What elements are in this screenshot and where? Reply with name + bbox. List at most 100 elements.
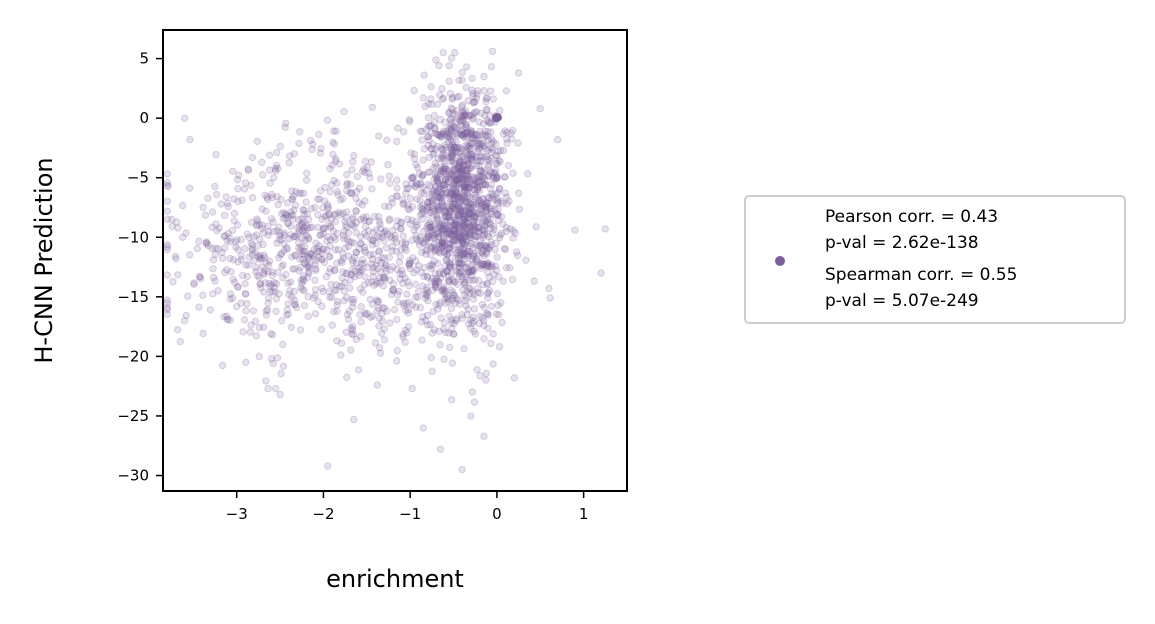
data-point [360, 165, 368, 173]
data-point [473, 232, 481, 240]
data-point [323, 246, 331, 254]
data-point [438, 238, 446, 247]
data-point [478, 226, 486, 234]
data-point [431, 183, 440, 191]
x-tick-label: 0 [492, 505, 502, 523]
data-point [463, 249, 471, 257]
data-point [462, 294, 471, 302]
data-point [347, 324, 355, 332]
data-point [436, 222, 444, 230]
data-point [280, 231, 289, 239]
data-point [435, 219, 443, 228]
data-point [458, 260, 466, 268]
data-point [398, 239, 406, 247]
data-point [467, 210, 475, 219]
data-point [439, 226, 447, 234]
data-point [458, 68, 466, 77]
data-point [468, 152, 476, 161]
data-point [479, 130, 487, 139]
data-point [449, 185, 457, 193]
data-point [286, 287, 294, 295]
data-point [423, 233, 431, 242]
data-point [360, 243, 369, 251]
data-point [478, 181, 487, 189]
data-point [444, 272, 453, 280]
data-point [402, 246, 410, 255]
data-point [252, 263, 260, 272]
data-point [435, 61, 443, 70]
data-point [310, 252, 318, 261]
data-point [324, 203, 332, 211]
data-point [272, 279, 281, 288]
data-point [451, 110, 460, 119]
data-point [487, 62, 496, 71]
data-point [463, 175, 472, 183]
data-point [445, 213, 453, 221]
data-point [451, 143, 459, 151]
data-point [366, 295, 374, 303]
data-point [439, 48, 447, 57]
data-point [451, 224, 459, 232]
data-point [307, 204, 315, 213]
data-point [446, 190, 454, 198]
data-point [450, 173, 458, 181]
data-point [333, 337, 341, 345]
data-point [244, 165, 252, 173]
data-point [163, 299, 172, 307]
data-point [489, 169, 498, 177]
data-point [490, 196, 499, 204]
data-point [249, 307, 258, 315]
data-point [475, 141, 483, 149]
data-point [428, 187, 437, 196]
data-point [452, 179, 460, 188]
data-point [469, 313, 477, 321]
data-point [383, 136, 391, 144]
data-point [465, 210, 473, 218]
data-point [260, 270, 268, 279]
data-point [303, 169, 311, 178]
data-point [478, 249, 486, 258]
data-point [433, 277, 441, 285]
data-point [288, 293, 296, 301]
data-point [470, 180, 479, 188]
data-point [467, 233, 475, 242]
data-point [178, 233, 187, 242]
data-point [461, 155, 470, 163]
data-point [214, 245, 222, 253]
data-point [442, 165, 450, 173]
data-point [446, 263, 454, 271]
data-point [457, 259, 465, 268]
data-point [482, 203, 490, 211]
data-point [477, 152, 486, 160]
data-point [481, 201, 490, 209]
data-point [375, 322, 383, 330]
data-point [510, 374, 518, 382]
data-point [418, 205, 427, 214]
data-point [438, 285, 447, 294]
data-point [470, 398, 479, 406]
data-point [486, 119, 494, 127]
data-point [462, 83, 470, 92]
data-point [456, 300, 464, 308]
data-point [363, 213, 371, 221]
data-point [447, 207, 455, 216]
data-point [457, 174, 465, 182]
data-point [475, 319, 483, 328]
data-point [474, 136, 483, 144]
data-point [437, 314, 445, 322]
y-tick-label: −10 [117, 228, 149, 246]
data-point [473, 256, 482, 264]
data-point [438, 199, 447, 208]
data-point [463, 133, 472, 142]
data-point [445, 244, 453, 253]
data-point [440, 319, 449, 327]
data-point [420, 71, 428, 79]
data-point [486, 215, 494, 223]
data-point [220, 313, 228, 321]
data-point [460, 182, 469, 190]
data-point [449, 184, 457, 193]
data-point [460, 291, 469, 299]
data-point [427, 145, 435, 153]
data-point [413, 180, 422, 188]
data-point [484, 215, 492, 223]
